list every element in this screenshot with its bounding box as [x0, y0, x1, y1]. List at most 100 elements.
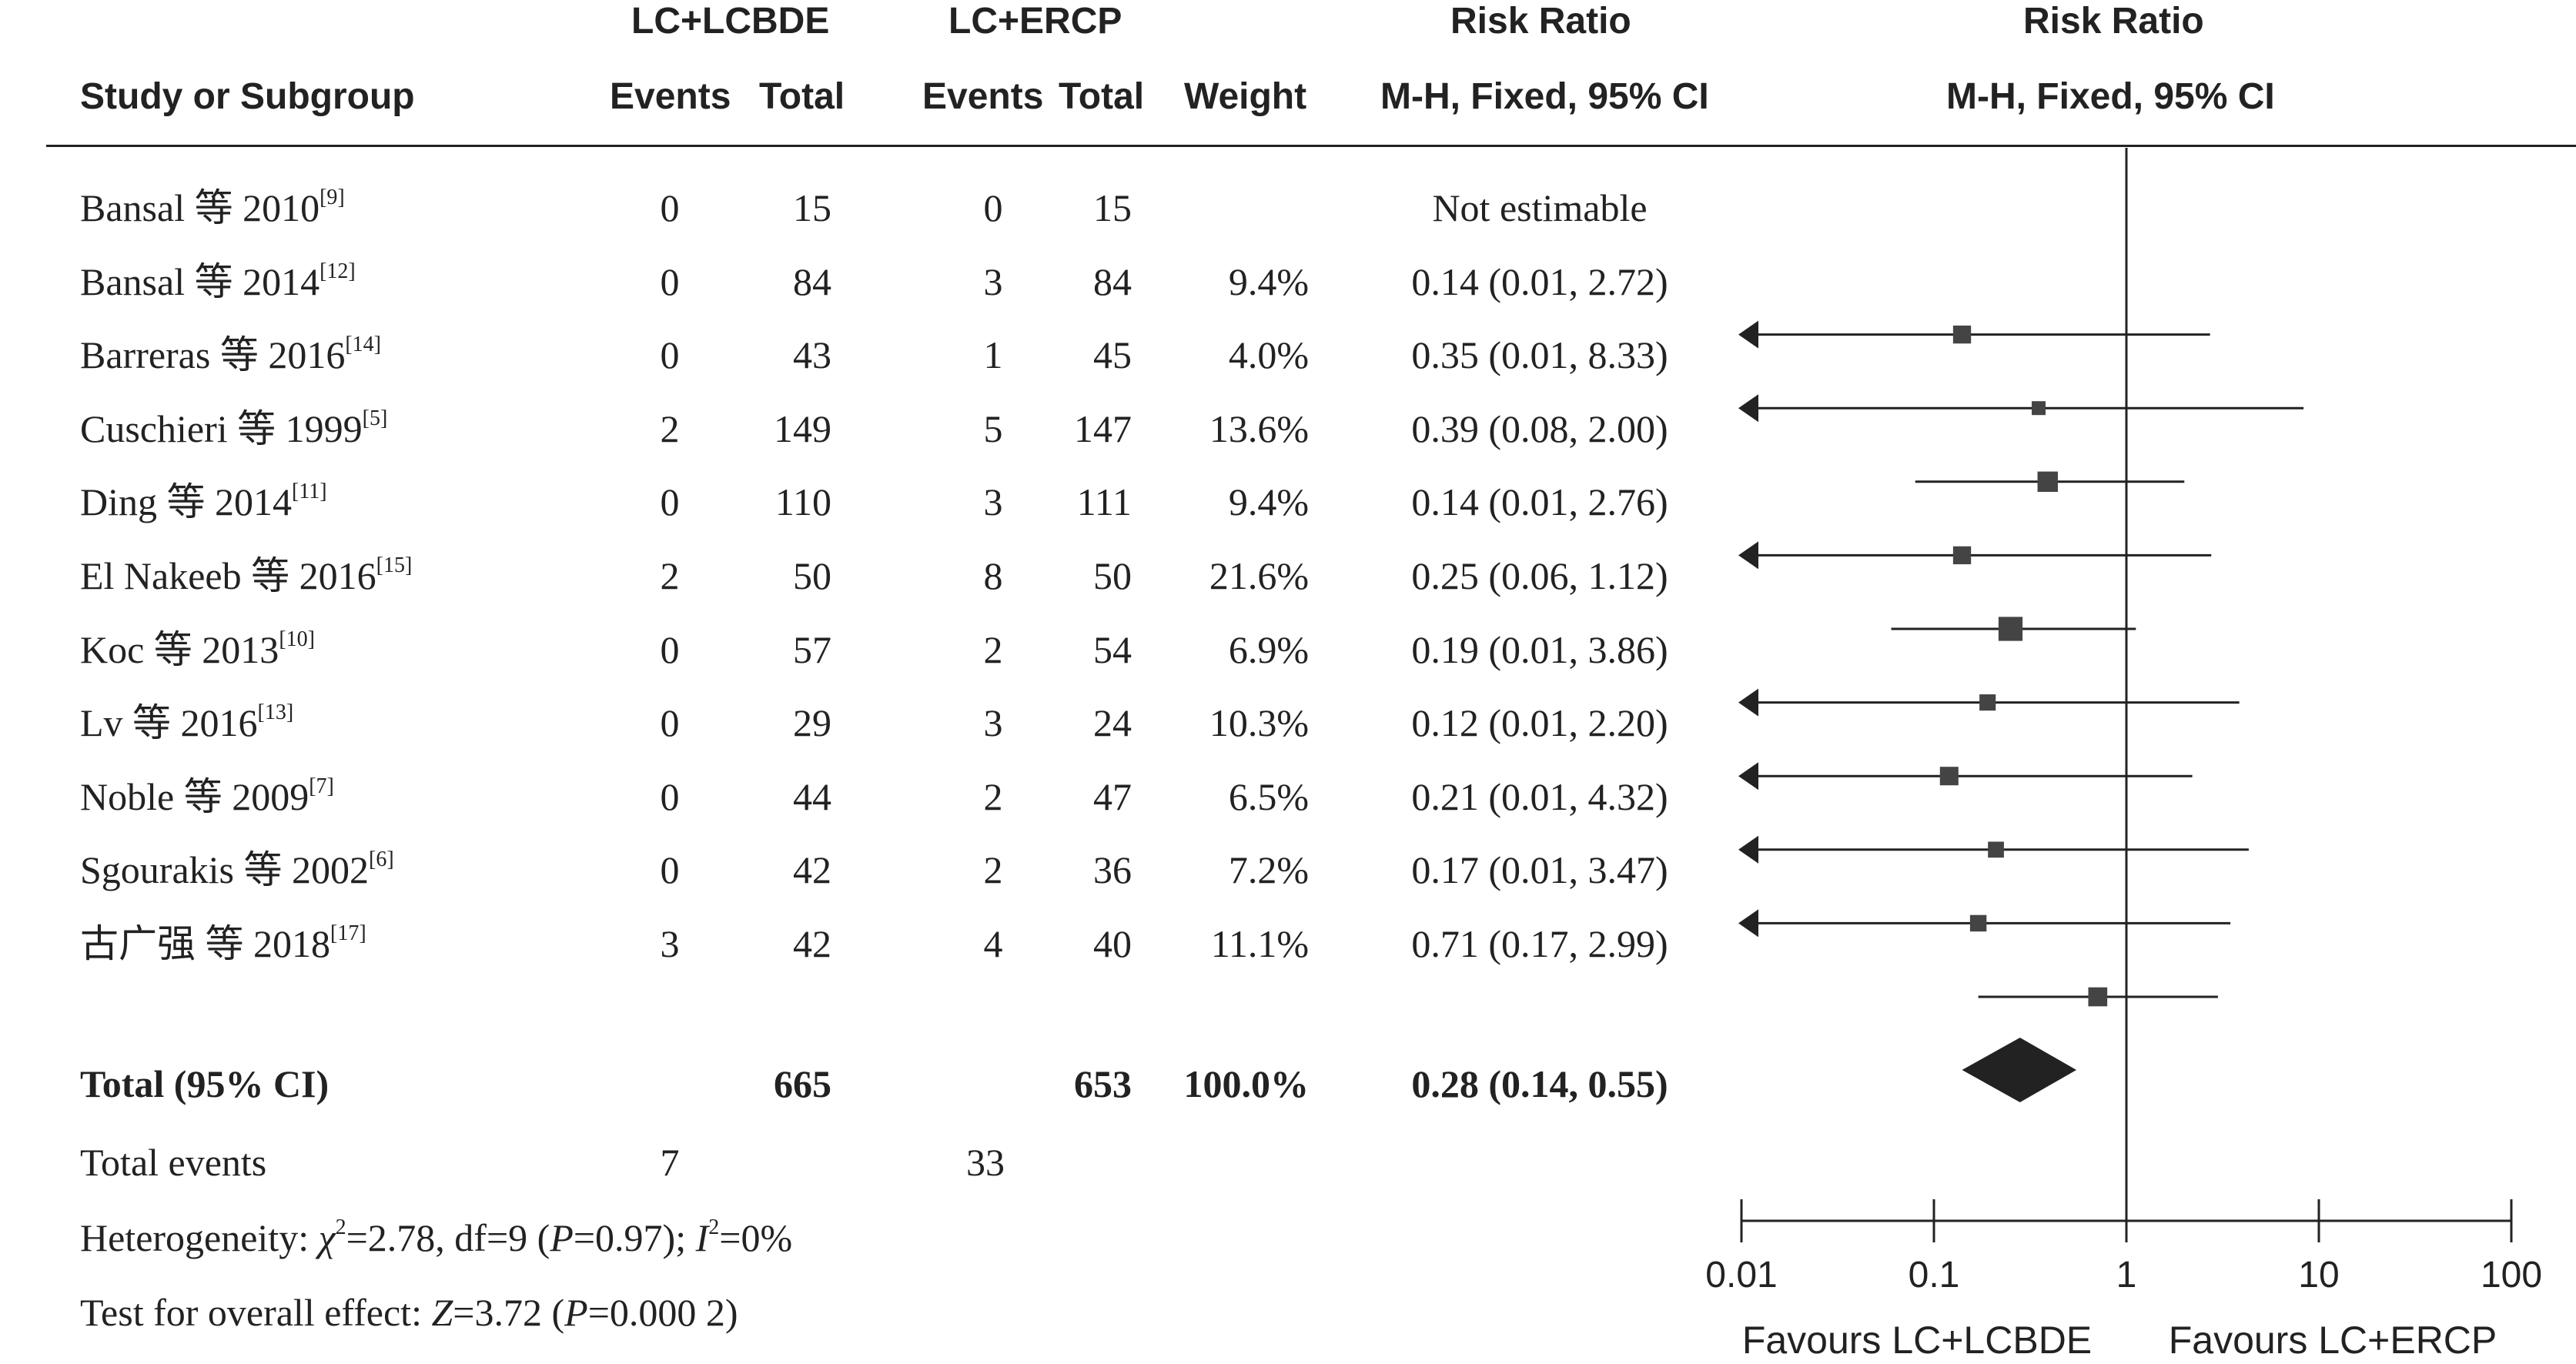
total2-cell: 40 — [1093, 922, 1132, 965]
group1-header: LC+LCBDE — [631, 1, 830, 42]
study-name: El Nakeeb 等 2016[15] — [80, 553, 412, 599]
ci-text-cell: 0.14 (0.01, 2.72) — [1411, 259, 1668, 303]
total1-cell: 43 — [793, 333, 831, 377]
point-estimate-square — [1988, 841, 2004, 858]
weight-cell: 21.6% — [1209, 554, 1309, 597]
reference-superscript: [5] — [362, 406, 388, 430]
events1-cell: 0 — [660, 333, 680, 377]
reference-superscript: [13] — [257, 700, 294, 725]
pooled-diamond — [1962, 1038, 2077, 1102]
reference-superscript: [7] — [309, 774, 334, 798]
events1-cell: 3 — [660, 922, 680, 965]
events1-cell: 0 — [660, 701, 680, 745]
events1-cell: 2 — [660, 554, 680, 597]
total-label: Total (95% CI) — [80, 1062, 330, 1105]
reference-superscript: [15] — [376, 553, 413, 577]
weight-cell: 9.4% — [1228, 480, 1309, 524]
point-estimate-square — [1998, 617, 2023, 641]
mh-column-header-1: M-H, Fixed, 95% CI — [1380, 76, 1709, 117]
study-name: Bansal 等 2010[9] — [80, 185, 345, 231]
study-column-header: Study or Subgroup — [80, 76, 415, 117]
total2-cell: 54 — [1093, 627, 1132, 671]
study-name-text: Sgourakis 等 2002 — [80, 848, 369, 892]
heterogeneity-prefix: Heterogeneity: — [80, 1216, 319, 1259]
total2-cell: 15 — [1093, 186, 1132, 229]
study-name-text: Ding 等 2014 — [80, 480, 292, 524]
study-name-text: Lv 等 2016 — [80, 701, 258, 745]
total1-cell: 42 — [793, 922, 831, 965]
total-n2: 653 — [1074, 1062, 1132, 1105]
total2-cell: 45 — [1093, 333, 1132, 377]
point-estimate-square — [1952, 325, 1972, 344]
ci-text-cell: 0.21 (0.01, 4.32) — [1411, 774, 1668, 818]
events1-cell: 0 — [660, 480, 680, 524]
ci-text-cell: 0.35 (0.01, 8.33) — [1411, 333, 1668, 377]
ci-arrow-left — [1738, 909, 1758, 938]
total1-cell: 15 — [793, 186, 831, 229]
total1-cell: 84 — [793, 259, 831, 303]
weight-cell: 10.3% — [1209, 701, 1309, 745]
study-name-text: Bansal 等 2014 — [80, 259, 320, 303]
ci-text-cell: 0.39 (0.08, 2.00) — [1411, 406, 1668, 450]
ci-text-cell: 0.25 (0.06, 1.12) — [1411, 554, 1668, 597]
x-tick-label: 10 — [2298, 1255, 2339, 1295]
x-tick-label: 0.01 — [1705, 1255, 1777, 1295]
weight-cell: 9.4% — [1228, 259, 1309, 303]
point-estimate-square — [1952, 546, 1972, 565]
p-value: =0.97); — [573, 1216, 696, 1259]
total-events-e2: 33 — [966, 1141, 1005, 1184]
events2-cell: 1 — [983, 333, 1003, 377]
study-name: Ding 等 2014[11] — [80, 479, 327, 525]
total2-cell: 50 — [1093, 554, 1132, 597]
total1-cell: 50 — [793, 554, 831, 597]
reference-superscript: [9] — [319, 186, 345, 209]
point-estimate-square — [2032, 401, 2046, 416]
total-n1: 665 — [774, 1062, 831, 1105]
study-name: Barreras 等 2016[14] — [80, 332, 381, 378]
total-events-e1: 7 — [660, 1141, 680, 1184]
overall-effect-prefix: Test for overall effect: — [80, 1291, 432, 1334]
favours-left-label: Favours LC+LCBDE — [1742, 1319, 2092, 1362]
total1-cell: 44 — [793, 774, 831, 818]
events1-cell: 0 — [660, 259, 680, 303]
events2-column-header: Events — [922, 76, 1044, 117]
events2-cell: 8 — [983, 554, 1003, 597]
total1-cell: 110 — [774, 480, 831, 524]
events2-cell: 3 — [983, 701, 1003, 745]
total-ci-text: 0.28 (0.14, 0.55) — [1411, 1062, 1668, 1105]
favours-right-label: Favours LC+ERCP — [2169, 1319, 2497, 1362]
events1-cell: 0 — [660, 627, 680, 671]
study-name: 古广强 等 2018[17] — [80, 921, 366, 967]
x-tick-label: 0.1 — [1909, 1255, 1960, 1295]
overall-p-value: =0.000 2) — [587, 1291, 738, 1334]
events1-column-header: Events — [610, 76, 731, 117]
study-name: Koc 等 2013[10] — [80, 627, 315, 673]
events2-cell: 3 — [983, 480, 1003, 524]
risk-ratio-header-2: Risk Ratio — [2023, 1, 2204, 42]
total2-cell: 47 — [1093, 774, 1132, 818]
ci-text-cell: 0.71 (0.17, 2.99) — [1411, 922, 1668, 965]
ci-arrow-left — [1738, 762, 1758, 791]
z-value: =3.72 ( — [453, 1291, 565, 1334]
total2-cell: 111 — [1076, 480, 1132, 524]
events2-cell: 2 — [983, 848, 1003, 892]
i2-value: =0% — [719, 1216, 793, 1259]
header-divider — [46, 145, 2576, 147]
total2-column-header: Total — [1059, 76, 1145, 117]
study-name-text: El Nakeeb 等 2016 — [80, 554, 376, 597]
study-name-text: Noble 等 2009 — [80, 774, 309, 818]
ci-arrow-left — [1738, 835, 1758, 864]
total1-column-header: Total — [759, 76, 845, 117]
study-name: Cuschieri 等 1999[5] — [80, 406, 387, 452]
study-name: Sgourakis 等 2002[6] — [80, 847, 394, 893]
study-name-text: Cuschieri 等 1999 — [80, 406, 363, 450]
point-estimate-square — [1979, 694, 1996, 711]
reference-superscript: [6] — [369, 847, 394, 872]
weight-column-header: Weight — [1184, 76, 1307, 117]
i2-symbol: I — [695, 1216, 709, 1259]
point-estimate-square — [1969, 914, 1987, 932]
total-events-label: Total events — [80, 1141, 267, 1184]
total2-cell: 147 — [1074, 406, 1132, 450]
events1-cell: 0 — [660, 848, 680, 892]
